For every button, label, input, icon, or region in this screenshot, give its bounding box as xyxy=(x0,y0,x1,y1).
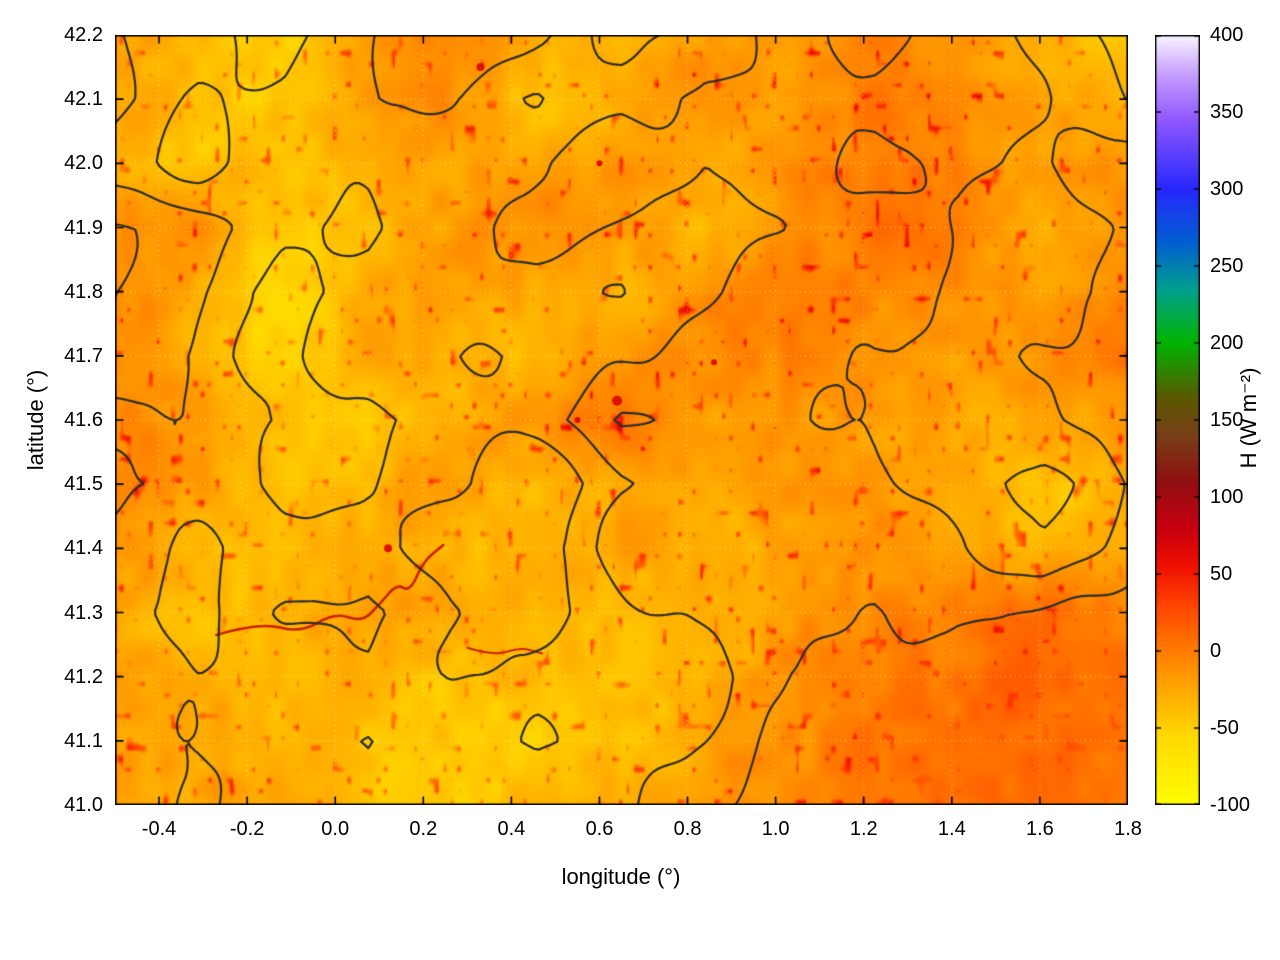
y-tick-label: 42.0 xyxy=(64,152,103,175)
colorbar-tick-label: 250 xyxy=(1210,255,1244,277)
colorbar-tick-label: 300 xyxy=(1210,178,1244,200)
y-tick-label: 41.3 xyxy=(64,601,103,624)
colorbar-tick-label: -50 xyxy=(1210,717,1239,739)
x-tick-label: 0.2 xyxy=(409,818,438,840)
y-tick-label: 41.9 xyxy=(64,216,103,239)
x-tick-label: -0.4 xyxy=(141,818,177,840)
y-tick-label: 41.6 xyxy=(64,409,103,431)
colorbar-tick-label: 0 xyxy=(1210,640,1222,662)
x-tick-label: 0.4 xyxy=(497,818,526,840)
y-tick-label: 41.0 xyxy=(64,794,103,816)
x-axis-title: longitude (°) xyxy=(561,864,681,889)
heatmap-canvas xyxy=(115,35,1128,805)
colorbar-title: H (W m⁻²) xyxy=(1236,367,1261,469)
colorbar-tick-label: -100 xyxy=(1210,794,1251,816)
x-tick-label: 1.2 xyxy=(849,818,878,840)
x-tick-label: 1.0 xyxy=(761,818,790,840)
colorbar-tick-label: 100 xyxy=(1210,486,1244,508)
colorbar-tick-label: 400 xyxy=(1210,24,1244,46)
x-tick-label: 0.8 xyxy=(673,818,702,840)
x-tick-label: -0.2 xyxy=(229,818,265,840)
x-tick-label: 0.0 xyxy=(321,818,350,840)
y-tick-label: 41.8 xyxy=(64,280,103,303)
y-tick-label: 41.7 xyxy=(64,344,103,367)
y-tick-label: 41.2 xyxy=(64,665,103,688)
y-tick-label: 42.1 xyxy=(64,88,103,111)
colorbar-canvas xyxy=(1155,35,1200,805)
x-tick-label: 1.8 xyxy=(1114,818,1142,840)
colorbar-tick-label: 150 xyxy=(1210,409,1244,431)
x-tick-label: 1.6 xyxy=(1026,818,1054,840)
x-tick-label: 1.4 xyxy=(937,818,966,840)
colorbar-tick-label: 350 xyxy=(1210,101,1244,123)
colorbar-tick-label: 200 xyxy=(1210,332,1244,354)
colorbar-tick-label: 50 xyxy=(1210,563,1233,585)
y-tick-label: 41.1 xyxy=(64,729,103,752)
y-tick-label: 42.2 xyxy=(64,24,103,46)
x-tick-label: 0.6 xyxy=(585,818,614,840)
y-tick-label: 41.5 xyxy=(64,473,103,496)
y-axis-title: latitude (°) xyxy=(23,369,48,471)
y-tick-label: 41.4 xyxy=(64,537,103,560)
